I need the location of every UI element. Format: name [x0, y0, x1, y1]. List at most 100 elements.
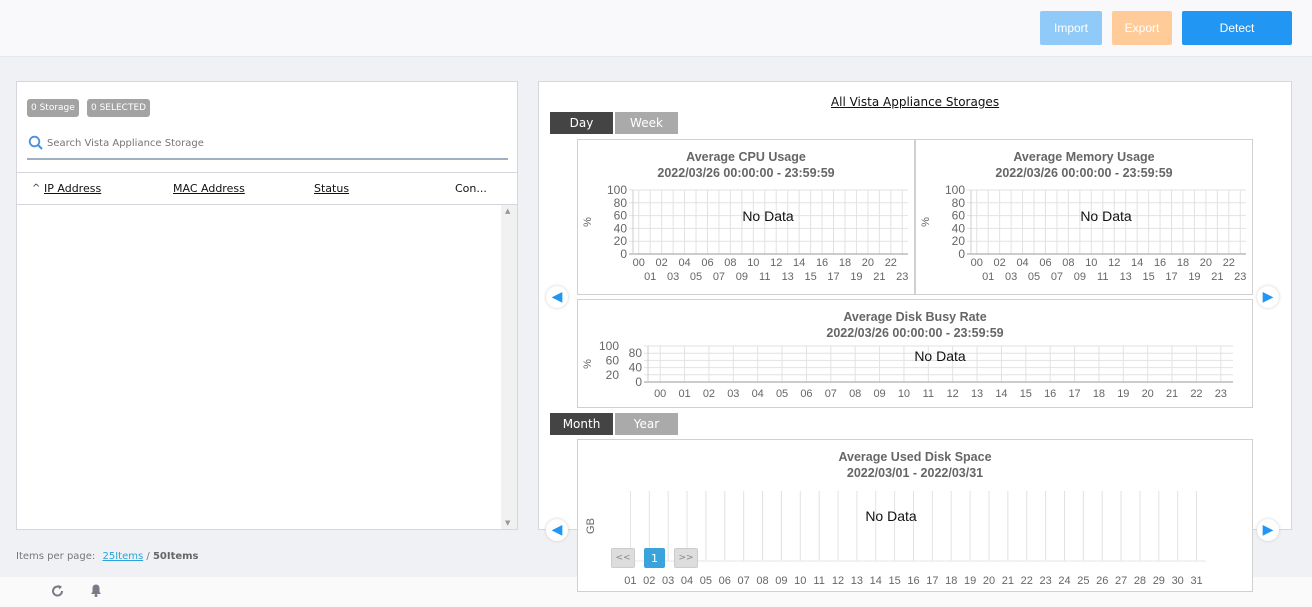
column-mac-address[interactable]: MAC Address: [173, 182, 245, 195]
x-tick-label: 04: [681, 575, 693, 587]
y-axis-label: %: [582, 359, 594, 369]
x-tick-label: 17: [1165, 271, 1177, 283]
tab-week[interactable]: Week: [615, 112, 678, 134]
column-ip-address[interactable]: IP Address: [44, 182, 102, 195]
chart-subtitle: 2022/03/26 00:00:00 - 23:59:59: [826, 326, 1004, 340]
tab-month[interactable]: Month: [550, 413, 613, 435]
y-tick-label: 0: [635, 375, 642, 389]
page-next-button[interactable]: >>: [674, 548, 698, 568]
y-tick-label: 20: [952, 234, 966, 248]
disk-busy-rate-chart: 00 01 02 03 04 05 06 07 08 09 10 11 12 13 14 15 16 17 18 19…: [577, 299, 1253, 408]
items-25-link[interactable]: 25Items: [102, 551, 144, 562]
x-tick-label: 21: [873, 271, 885, 283]
x-tick-label: 11: [759, 271, 770, 283]
y-tick-label: 20: [606, 368, 620, 382]
y-tick-label: 40: [629, 361, 643, 375]
prev-arrow-icon[interactable]: ◀: [546, 519, 568, 541]
x-tick-label: 11: [923, 388, 934, 400]
x-tick-label: 18: [945, 575, 957, 587]
x-tick-label: 05: [690, 271, 702, 283]
x-tick-label: 21: [1002, 575, 1014, 587]
x-tick-label: 18: [1177, 257, 1189, 269]
x-tick-label: 18: [839, 257, 851, 269]
refresh-icon[interactable]: [50, 583, 66, 599]
x-tick-label: 19: [850, 271, 862, 283]
x-tick-label: 10: [747, 257, 759, 269]
x-tick-label: 21: [1166, 388, 1178, 400]
x-tick-label: 07: [1051, 271, 1063, 283]
x-tick-label: 13: [1120, 271, 1132, 283]
y-tick-label: 60: [614, 209, 628, 223]
column-connection[interactable]: Con...: [455, 182, 487, 195]
chart-plot: 01 02 03 04 05 06 07 08 09 10 11 12 13 14 15 16 17 18 19 20…: [585, 491, 1206, 587]
x-tick-label: 14: [1131, 257, 1143, 269]
y-tick-label: 80: [952, 196, 966, 210]
x-tick-label: 06: [1039, 257, 1051, 269]
x-tick-label: 09: [736, 271, 748, 283]
x-tick-label: 01: [982, 271, 994, 283]
x-tick-label: 07: [825, 388, 837, 400]
x-tick-label: 08: [1062, 257, 1074, 269]
scroll-up-icon[interactable]: ▲: [505, 207, 511, 215]
tab-year[interactable]: Year: [615, 413, 678, 435]
scroll-down-icon[interactable]: ▼: [505, 519, 511, 527]
x-tick-label: 05: [1028, 271, 1040, 283]
x-tick-label: 14: [995, 388, 1007, 400]
y-tick-label: 60: [952, 209, 966, 223]
x-tick-label: 20: [983, 575, 995, 587]
x-tick-label: 00: [654, 388, 666, 400]
tab-day[interactable]: Day: [550, 112, 613, 134]
all-storages-link[interactable]: All Vista Appliance Storages: [830, 95, 1000, 109]
no-data-label: No Data: [742, 208, 794, 224]
x-tick-label: 03: [662, 575, 674, 587]
page-1-button[interactable]: 1: [644, 548, 665, 568]
y-tick-label: 0: [958, 247, 965, 261]
search-input[interactable]: [47, 134, 507, 152]
x-tick-label: 02: [643, 575, 655, 587]
x-tick-label: 18: [1093, 388, 1105, 400]
chart-title: Average CPU Usage: [686, 150, 806, 164]
prev-arrow-icon[interactable]: ◀: [546, 286, 568, 308]
x-tick-label: 22: [1223, 257, 1235, 269]
y-tick-label: 40: [614, 221, 628, 235]
y-tick-label: 100: [945, 183, 965, 197]
x-tick-label: 05: [776, 388, 788, 400]
x-tick-label: 09: [775, 575, 787, 587]
x-tick-label: 09: [1074, 271, 1086, 283]
x-tick-label: 09: [873, 388, 885, 400]
x-tick-label: 04: [1016, 257, 1028, 269]
x-tick-label: 17: [926, 575, 938, 587]
x-tick-label: 19: [964, 575, 976, 587]
divider: [17, 204, 517, 205]
detect-button[interactable]: Detect: [1182, 11, 1292, 45]
sort-ascending-icon[interactable]: ^: [32, 183, 41, 194]
cpu-usage-chart: 00 01 02 03 04 05 06 07 08 09 10 11 12 13 14 15 16 17 18 19…: [577, 139, 915, 295]
x-tick-label: 06: [800, 388, 812, 400]
y-axis-label: %: [920, 217, 932, 227]
x-tick-label: 08: [724, 257, 736, 269]
items-50-option[interactable]: 50Items: [152, 551, 199, 562]
scrollbar[interactable]: ▲ ▼: [501, 205, 517, 529]
storage-list-panel: 0 Storage 0 SELECTED ^ IP Address MAC Ad…: [16, 81, 518, 530]
next-arrow-icon[interactable]: ▶: [1257, 519, 1279, 541]
x-tick-label: 12: [947, 388, 959, 400]
x-tick-label: 13: [782, 271, 794, 283]
x-tick-label: 04: [752, 388, 764, 400]
export-button[interactable]: Export: [1112, 11, 1172, 45]
x-tick-label: 20: [1200, 257, 1212, 269]
x-tick-label: 06: [719, 575, 731, 587]
storage-count-badge: 0 Storage: [27, 99, 79, 117]
next-arrow-icon[interactable]: ▶: [1257, 286, 1279, 308]
bell-icon[interactable]: [88, 582, 104, 598]
search-icon: [28, 135, 43, 150]
page-prev-button[interactable]: <<: [611, 548, 635, 568]
import-button[interactable]: Import: [1040, 11, 1102, 45]
x-tick-label: 10: [898, 388, 910, 400]
column-status[interactable]: Status: [314, 182, 350, 195]
x-tick-label: 19: [1117, 388, 1129, 400]
x-tick-label: 04: [678, 257, 690, 269]
x-tick-label: 13: [971, 388, 983, 400]
x-tick-label: 01: [678, 388, 690, 400]
